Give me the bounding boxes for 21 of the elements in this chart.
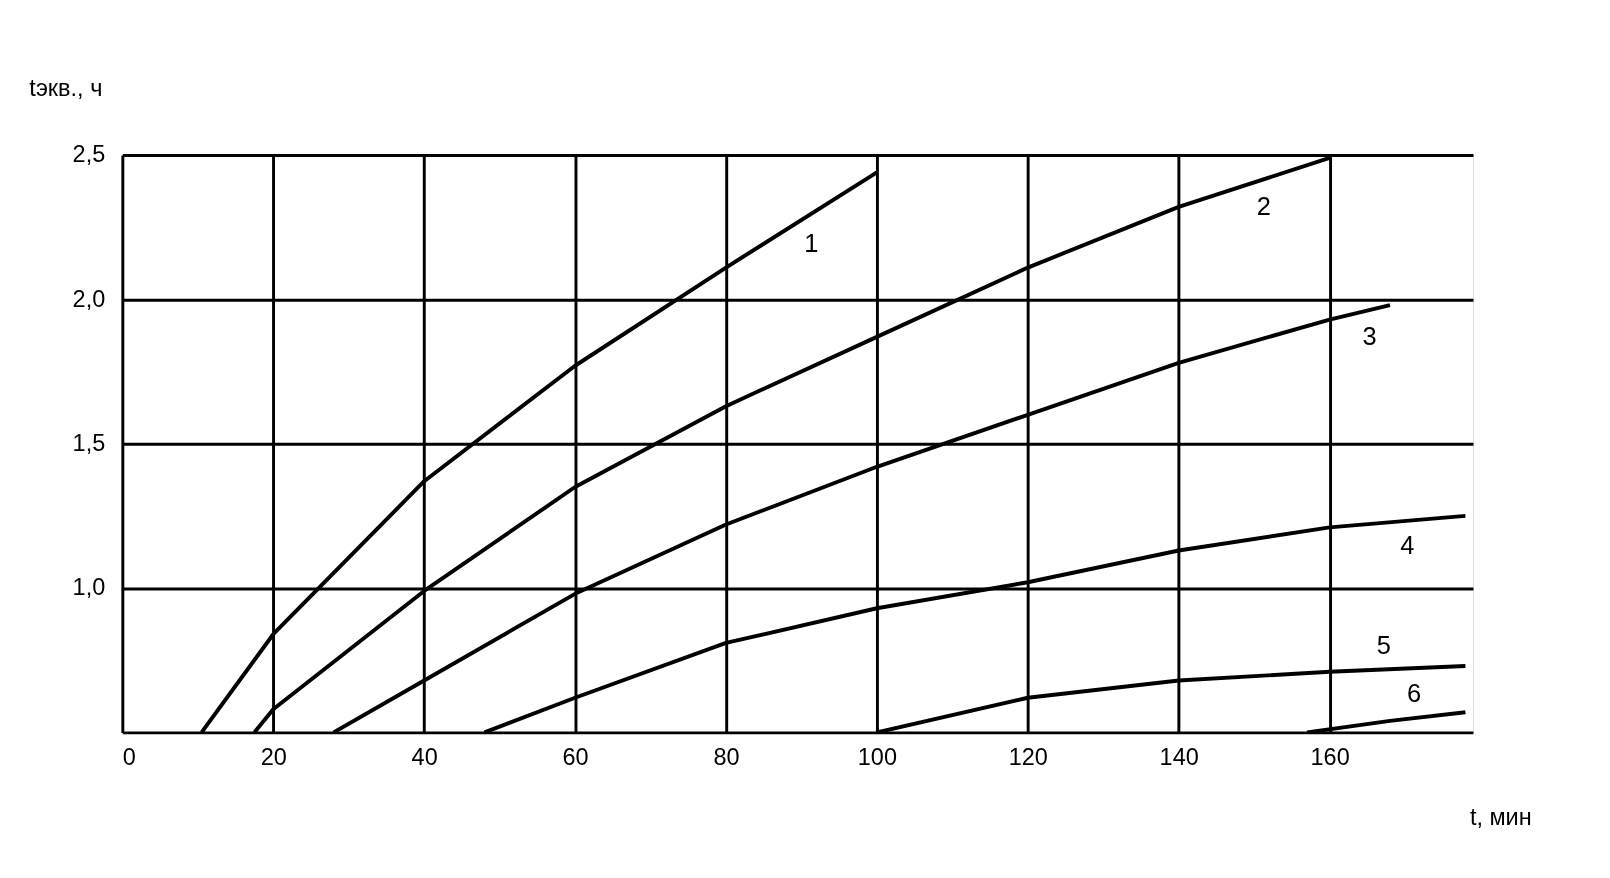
x-tick-label: 100: [857, 744, 897, 771]
series-label: 1: [804, 229, 819, 258]
series-label: 4: [1400, 530, 1415, 559]
x-tick-label: 140: [1159, 744, 1199, 771]
y-tick-label: 2,0: [72, 285, 106, 312]
series-label: 6: [1406, 678, 1422, 707]
y-tick-label: 1,5: [72, 430, 106, 457]
y-tick-label: 1,0: [72, 574, 106, 601]
x-tick-label: 60: [562, 744, 589, 771]
series-label: 5: [1376, 631, 1391, 660]
y-axis-title: tэкв., ч: [29, 75, 103, 102]
x-tick-label: 40: [411, 744, 438, 771]
x-tick-label: 120: [1008, 744, 1048, 771]
x-tick-label: 160: [1310, 744, 1350, 771]
x-axis-title: t, мин: [1469, 804, 1532, 831]
x-tick-label: 20: [260, 744, 287, 771]
x-tick-label: 0: [122, 744, 136, 771]
series-label: 2: [1256, 191, 1272, 220]
y-tick-label: 2,5: [72, 141, 106, 168]
series-label: 3: [1362, 321, 1377, 350]
x-tick-label: 80: [713, 744, 740, 771]
